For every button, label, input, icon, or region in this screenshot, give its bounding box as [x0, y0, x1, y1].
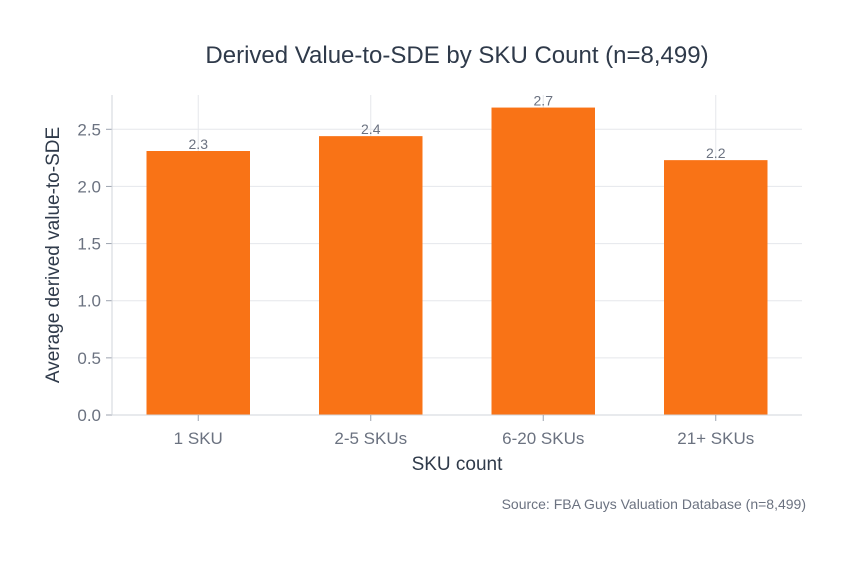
bar-value-label: 2.4	[361, 121, 381, 137]
x-tick-label: 6-20 SKUs	[502, 429, 584, 448]
x-axis-label: SKU count	[412, 454, 504, 475]
y-tick-label: 2.0	[77, 177, 101, 196]
labels: 0.0 0.5 1.0 1.5 2.0 2.5 2.3 1 SKU 2.4 2-5 SKUs 2.7…	[77, 93, 754, 448]
y-tick-label: 2.5	[77, 120, 101, 139]
y-tick-label: 0.5	[77, 349, 101, 368]
bar-1	[146, 151, 250, 415]
x-tick-label: 21+ SKUs	[677, 429, 754, 448]
x-tick-label: 2-5 SKUs	[334, 429, 407, 448]
bar-4	[664, 160, 768, 415]
axes	[106, 95, 802, 421]
chart-title: Derived Value-to-SDE by SKU Count (n=8,4…	[205, 42, 708, 69]
bar-value-label: 2.3	[189, 136, 209, 152]
y-tick-label: 0.0	[77, 406, 101, 425]
bars	[146, 107, 768, 416]
bar-value-label: 2.2	[706, 145, 726, 161]
y-tick-label: 1.0	[77, 292, 101, 311]
bar-2	[319, 136, 423, 415]
bar-value-label: 2.7	[534, 93, 554, 109]
y-axis-label: Average derived value-to-SDE	[43, 127, 64, 383]
x-tick-label: 1 SKU	[174, 429, 223, 448]
y-tick-label: 1.5	[77, 235, 101, 254]
bar-3	[491, 107, 595, 416]
source-note: Source: FBA Guys Valuation Database (n=8…	[502, 496, 806, 512]
